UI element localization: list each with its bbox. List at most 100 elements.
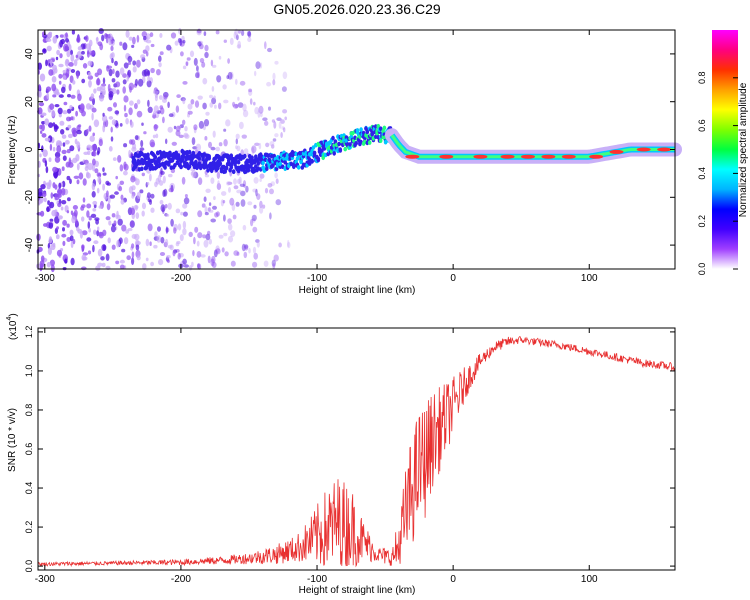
noise-blob — [141, 172, 145, 177]
noise-blob — [45, 86, 52, 92]
noise-blob — [61, 166, 65, 171]
noise-blob — [150, 207, 155, 213]
noise-blob — [66, 223, 70, 228]
noise-blob — [195, 143, 202, 152]
noise-blob — [73, 175, 80, 179]
noise-blob — [177, 252, 181, 260]
noise-blob — [230, 71, 234, 80]
noise-blob — [208, 202, 212, 207]
noise-blob — [52, 35, 58, 44]
noise-blob — [92, 200, 98, 206]
noise-blob — [262, 117, 268, 121]
colorbar-label: Normalized spectral amplitude — [738, 82, 749, 217]
noise-blob — [69, 145, 75, 152]
noise-blob — [146, 69, 151, 76]
noise-blob — [140, 140, 144, 148]
noise-blob — [58, 142, 63, 147]
noise-blob — [82, 197, 86, 203]
noise-blob — [102, 77, 106, 84]
noise-blob — [71, 29, 75, 35]
signal-blob — [343, 146, 348, 152]
noise-blob — [245, 185, 249, 193]
noise-blob — [203, 119, 210, 127]
noise-blob — [91, 191, 96, 198]
noise-blob — [68, 62, 74, 67]
noise-blob — [205, 111, 210, 116]
colorbar-tick-label: 0.2 — [697, 215, 707, 228]
noise-blob — [233, 178, 237, 185]
noise-blob — [46, 92, 49, 100]
spectrogram-x-tick-label: 0 — [450, 273, 456, 284]
noise-blob — [160, 170, 165, 175]
noise-blob — [180, 51, 184, 57]
noise-blob — [159, 252, 166, 256]
snr-x-tick-label: -100 — [307, 574, 327, 585]
noise-blob — [105, 35, 109, 44]
noise-blob — [250, 218, 254, 227]
noise-blob — [92, 158, 96, 166]
noise-blob — [259, 178, 262, 183]
noise-blob — [130, 139, 136, 145]
noise-blob — [66, 210, 70, 214]
noise-blob — [145, 238, 150, 247]
noise-blob — [43, 223, 48, 227]
noise-blob — [153, 111, 156, 115]
noise-blob — [88, 45, 92, 53]
noise-blob — [75, 110, 78, 117]
noise-blob — [115, 81, 121, 88]
noise-blob — [106, 182, 112, 186]
noise-blob — [236, 189, 242, 194]
noise-blob — [86, 51, 90, 58]
noise-blob — [131, 44, 135, 49]
noise-blob — [110, 225, 116, 233]
noise-blob — [269, 141, 275, 147]
noise-blob — [59, 53, 63, 59]
noise-blob — [218, 55, 222, 60]
noise-blob — [42, 149, 48, 157]
snr-panel: -300 -200 -100 0 100 0.0 0.2 0.4 0.6 0.8 1.0 1.2 He… — [6, 313, 676, 596]
noise-blob — [51, 209, 57, 217]
noise-blob — [115, 70, 120, 78]
noise-blob — [55, 234, 60, 240]
noise-blob — [108, 116, 114, 120]
noise-blob — [131, 251, 135, 259]
noise-blob — [129, 100, 134, 106]
colorbar-ticks: 0.0 0.2 0.4 0.6 0.8 — [697, 72, 738, 275]
noise-blob — [59, 34, 64, 38]
noise-blob — [229, 37, 234, 46]
signal-blob — [229, 165, 234, 170]
noise-blob — [175, 208, 181, 214]
noise-blob — [65, 59, 70, 65]
ridge-hotspot — [521, 154, 535, 159]
noise-blob — [96, 77, 100, 86]
signal-blob — [250, 155, 254, 160]
snr-marks — [37, 336, 675, 568]
noise-blob — [284, 116, 288, 121]
noise-blob — [72, 80, 76, 85]
noise-blob — [209, 94, 213, 99]
noise-blob — [48, 157, 52, 162]
noise-blob — [183, 132, 189, 138]
noise-blob — [109, 53, 114, 60]
noise-blob — [93, 119, 100, 128]
noise-blob — [113, 220, 117, 226]
noise-blob — [215, 146, 220, 152]
noise-blob — [119, 264, 125, 270]
noise-blob — [271, 144, 275, 149]
noise-blob — [197, 41, 202, 47]
noise-blob — [49, 218, 54, 222]
spectrogram-x-tick-label: -300 — [35, 273, 55, 284]
noise-blob — [196, 28, 202, 34]
noise-blob — [149, 32, 154, 38]
noise-blob — [106, 65, 110, 72]
noise-blob — [147, 76, 151, 82]
noise-blob — [136, 99, 141, 105]
noise-blob — [69, 178, 72, 185]
noise-blob — [147, 99, 150, 107]
noise-blob — [259, 173, 265, 179]
noise-blob — [255, 188, 258, 197]
noise-blob — [102, 91, 106, 96]
noise-blob — [92, 244, 95, 253]
noise-blob — [253, 177, 259, 184]
noise-blob — [167, 202, 172, 210]
